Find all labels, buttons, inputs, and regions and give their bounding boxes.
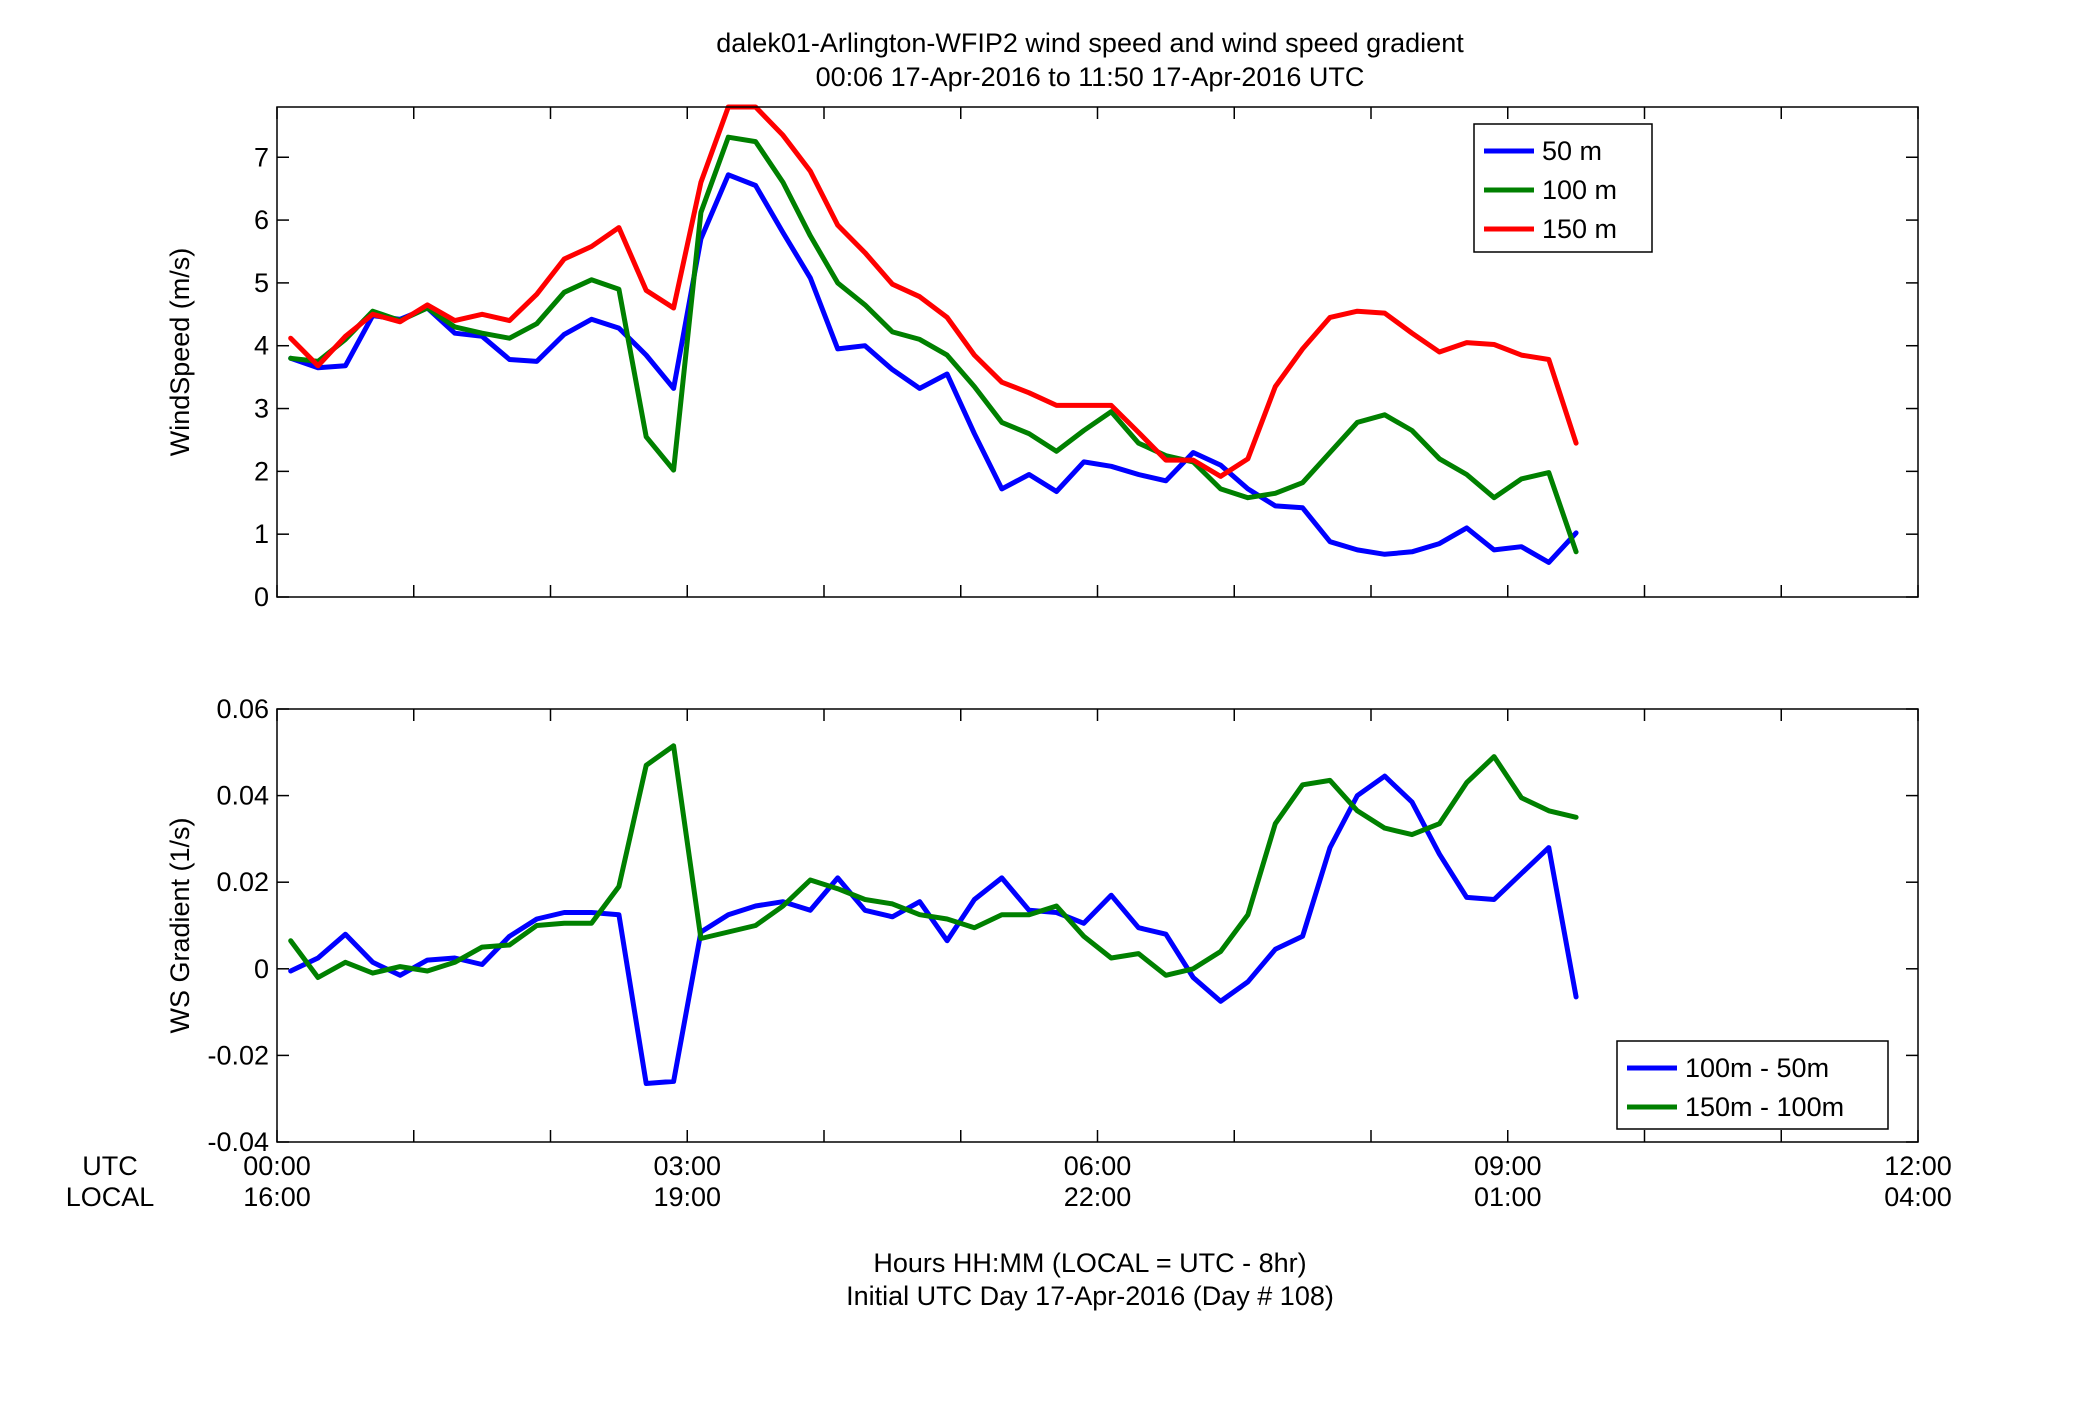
- y-tick-label: 0.04: [216, 781, 269, 811]
- y-tick-label: -0.04: [207, 1127, 269, 1157]
- series-line-3: [288, 104, 1579, 479]
- x-tick-label-utc: 06:00: [1064, 1151, 1132, 1181]
- series-line-2: [288, 134, 1579, 555]
- series-line-1: [288, 773, 1579, 1086]
- y-tick-label: 0.06: [216, 694, 269, 724]
- series-line-2: [288, 743, 1579, 980]
- y-tick-label: 0: [254, 954, 269, 984]
- legend-label: 50 m: [1542, 136, 1602, 166]
- legend-label: 150 m: [1542, 214, 1617, 244]
- legend-box: [1616, 1040, 1889, 1130]
- x-tick-label-utc: 09:00: [1474, 1151, 1542, 1181]
- local-row-label: LOCAL: [66, 1182, 155, 1212]
- x-tick-label-local: 01:00: [1474, 1182, 1542, 1212]
- y-axis-label: WS Gradient (1/s): [165, 817, 195, 1033]
- y-tick-label: 6: [254, 205, 269, 235]
- y-axis-label: WindSpeed (m/s): [165, 248, 195, 457]
- plot-frame: [276, 106, 1919, 598]
- y-tick-label: 0: [254, 582, 269, 612]
- chart-title: dalek01-Arlington-WFIP2 wind speed and w…: [716, 28, 1464, 58]
- x-tick-label-local: 22:00: [1064, 1182, 1132, 1212]
- y-tick-label: -0.02: [207, 1040, 269, 1070]
- x-tick-label-utc: 03:00: [653, 1151, 721, 1181]
- series-line-1: [288, 172, 1579, 565]
- legend-label: 100 m: [1542, 175, 1617, 205]
- x-tick-label-utc: 00:00: [243, 1151, 311, 1181]
- legend-label: 150m - 100m: [1685, 1092, 1844, 1122]
- utc-row-label: UTC: [82, 1151, 138, 1181]
- windspeed-plot: 0 1 2 3 4 5 6 7 WindSpeed (m/s) 50 m 100 m 150 m: [165, 104, 1919, 612]
- y-tick-label: 5: [254, 268, 269, 298]
- y-tick-label: 2: [254, 456, 269, 486]
- y-tick-label: 7: [254, 142, 269, 172]
- x-axis-label: Hours HH:MM (LOCAL = UTC - 8hr): [873, 1248, 1306, 1278]
- y-tick-label: 0.02: [216, 867, 269, 897]
- y-tick-label: 4: [254, 331, 269, 361]
- legend-label: 100m - 50m: [1685, 1053, 1829, 1083]
- x-tick-label-utc: 12:00: [1884, 1151, 1952, 1181]
- x-tick-label-local: 16:00: [243, 1182, 311, 1212]
- x-tick-label-local: 04:00: [1884, 1182, 1952, 1212]
- y-tick-label: 1: [254, 519, 269, 549]
- chart-subtitle: 00:06 17-Apr-2016 to 11:50 17-Apr-2016 U…: [816, 62, 1365, 92]
- x-tick-label-local: 19:00: [653, 1182, 721, 1212]
- y-tick-label: 3: [254, 394, 269, 424]
- x-axis-sublabel: Initial UTC Day 17-Apr-2016 (Day # 108): [846, 1281, 1334, 1311]
